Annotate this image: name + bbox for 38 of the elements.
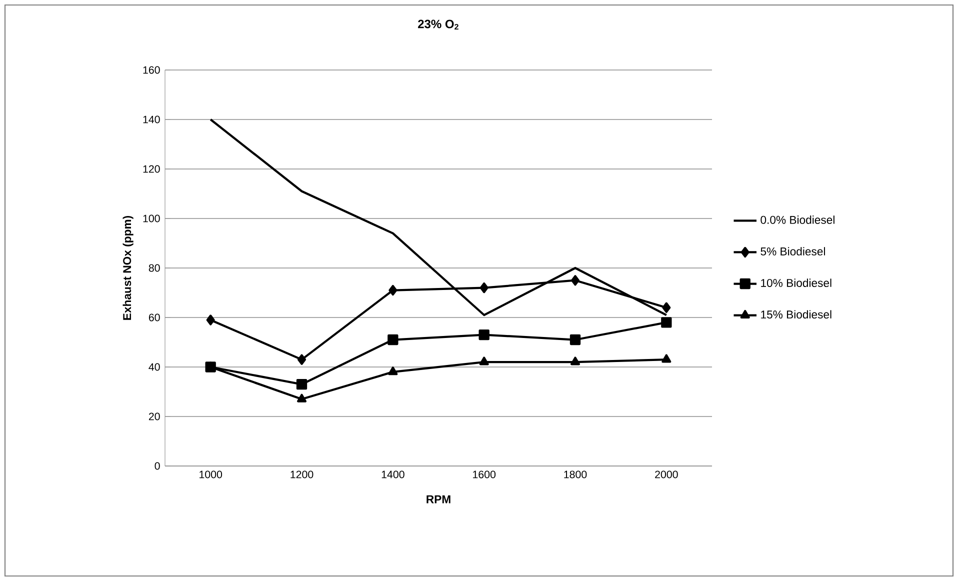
y-tick-label: 0: [154, 462, 160, 470]
x-tick-label: 1400: [382, 470, 404, 478]
y-tick-label: 160: [143, 66, 160, 74]
y-tick-label: 140: [143, 116, 160, 124]
legend-label: 10% Biodiesel: [761, 278, 832, 287]
point: [570, 275, 580, 286]
point: [206, 314, 215, 326]
x-tick-label: 1200: [290, 470, 314, 478]
x-tick-label: 1800: [564, 470, 587, 478]
point: [480, 282, 488, 294]
point: [297, 354, 306, 365]
point: [479, 356, 489, 366]
y-tick-label: 60: [148, 314, 160, 322]
point: [388, 334, 398, 346]
point: [296, 378, 308, 390]
y-axis-title: Exhaust NOx (ppm): [122, 216, 134, 320]
point: [662, 354, 672, 363]
chart-title: 23% O$_{2}$: [418, 20, 458, 30]
point: [662, 302, 671, 313]
point: [296, 394, 307, 402]
point: [570, 334, 581, 346]
y-tick-label: 100: [143, 214, 160, 222]
x-tick-label: 2000: [655, 470, 678, 478]
x-tick-label: 1000: [200, 470, 222, 478]
legend-label: 5% Biodiesel: [760, 247, 825, 256]
y-tick-label: 20: [148, 412, 160, 420]
y-tick-label: 120: [143, 165, 160, 173]
point: [661, 317, 672, 328]
legend-label: 0.0% Biodiesel: [760, 216, 834, 224]
y-tick-label: 80: [148, 264, 160, 272]
point: [478, 329, 490, 340]
legend-label: 15% Biodiesel: [761, 310, 832, 319]
point: [570, 356, 580, 366]
x-axis-title: RPM: [426, 495, 450, 504]
point: [388, 366, 398, 376]
point: [388, 284, 398, 296]
y-tick-label: 40: [148, 363, 160, 371]
x-tick-label: 1600: [473, 470, 496, 478]
